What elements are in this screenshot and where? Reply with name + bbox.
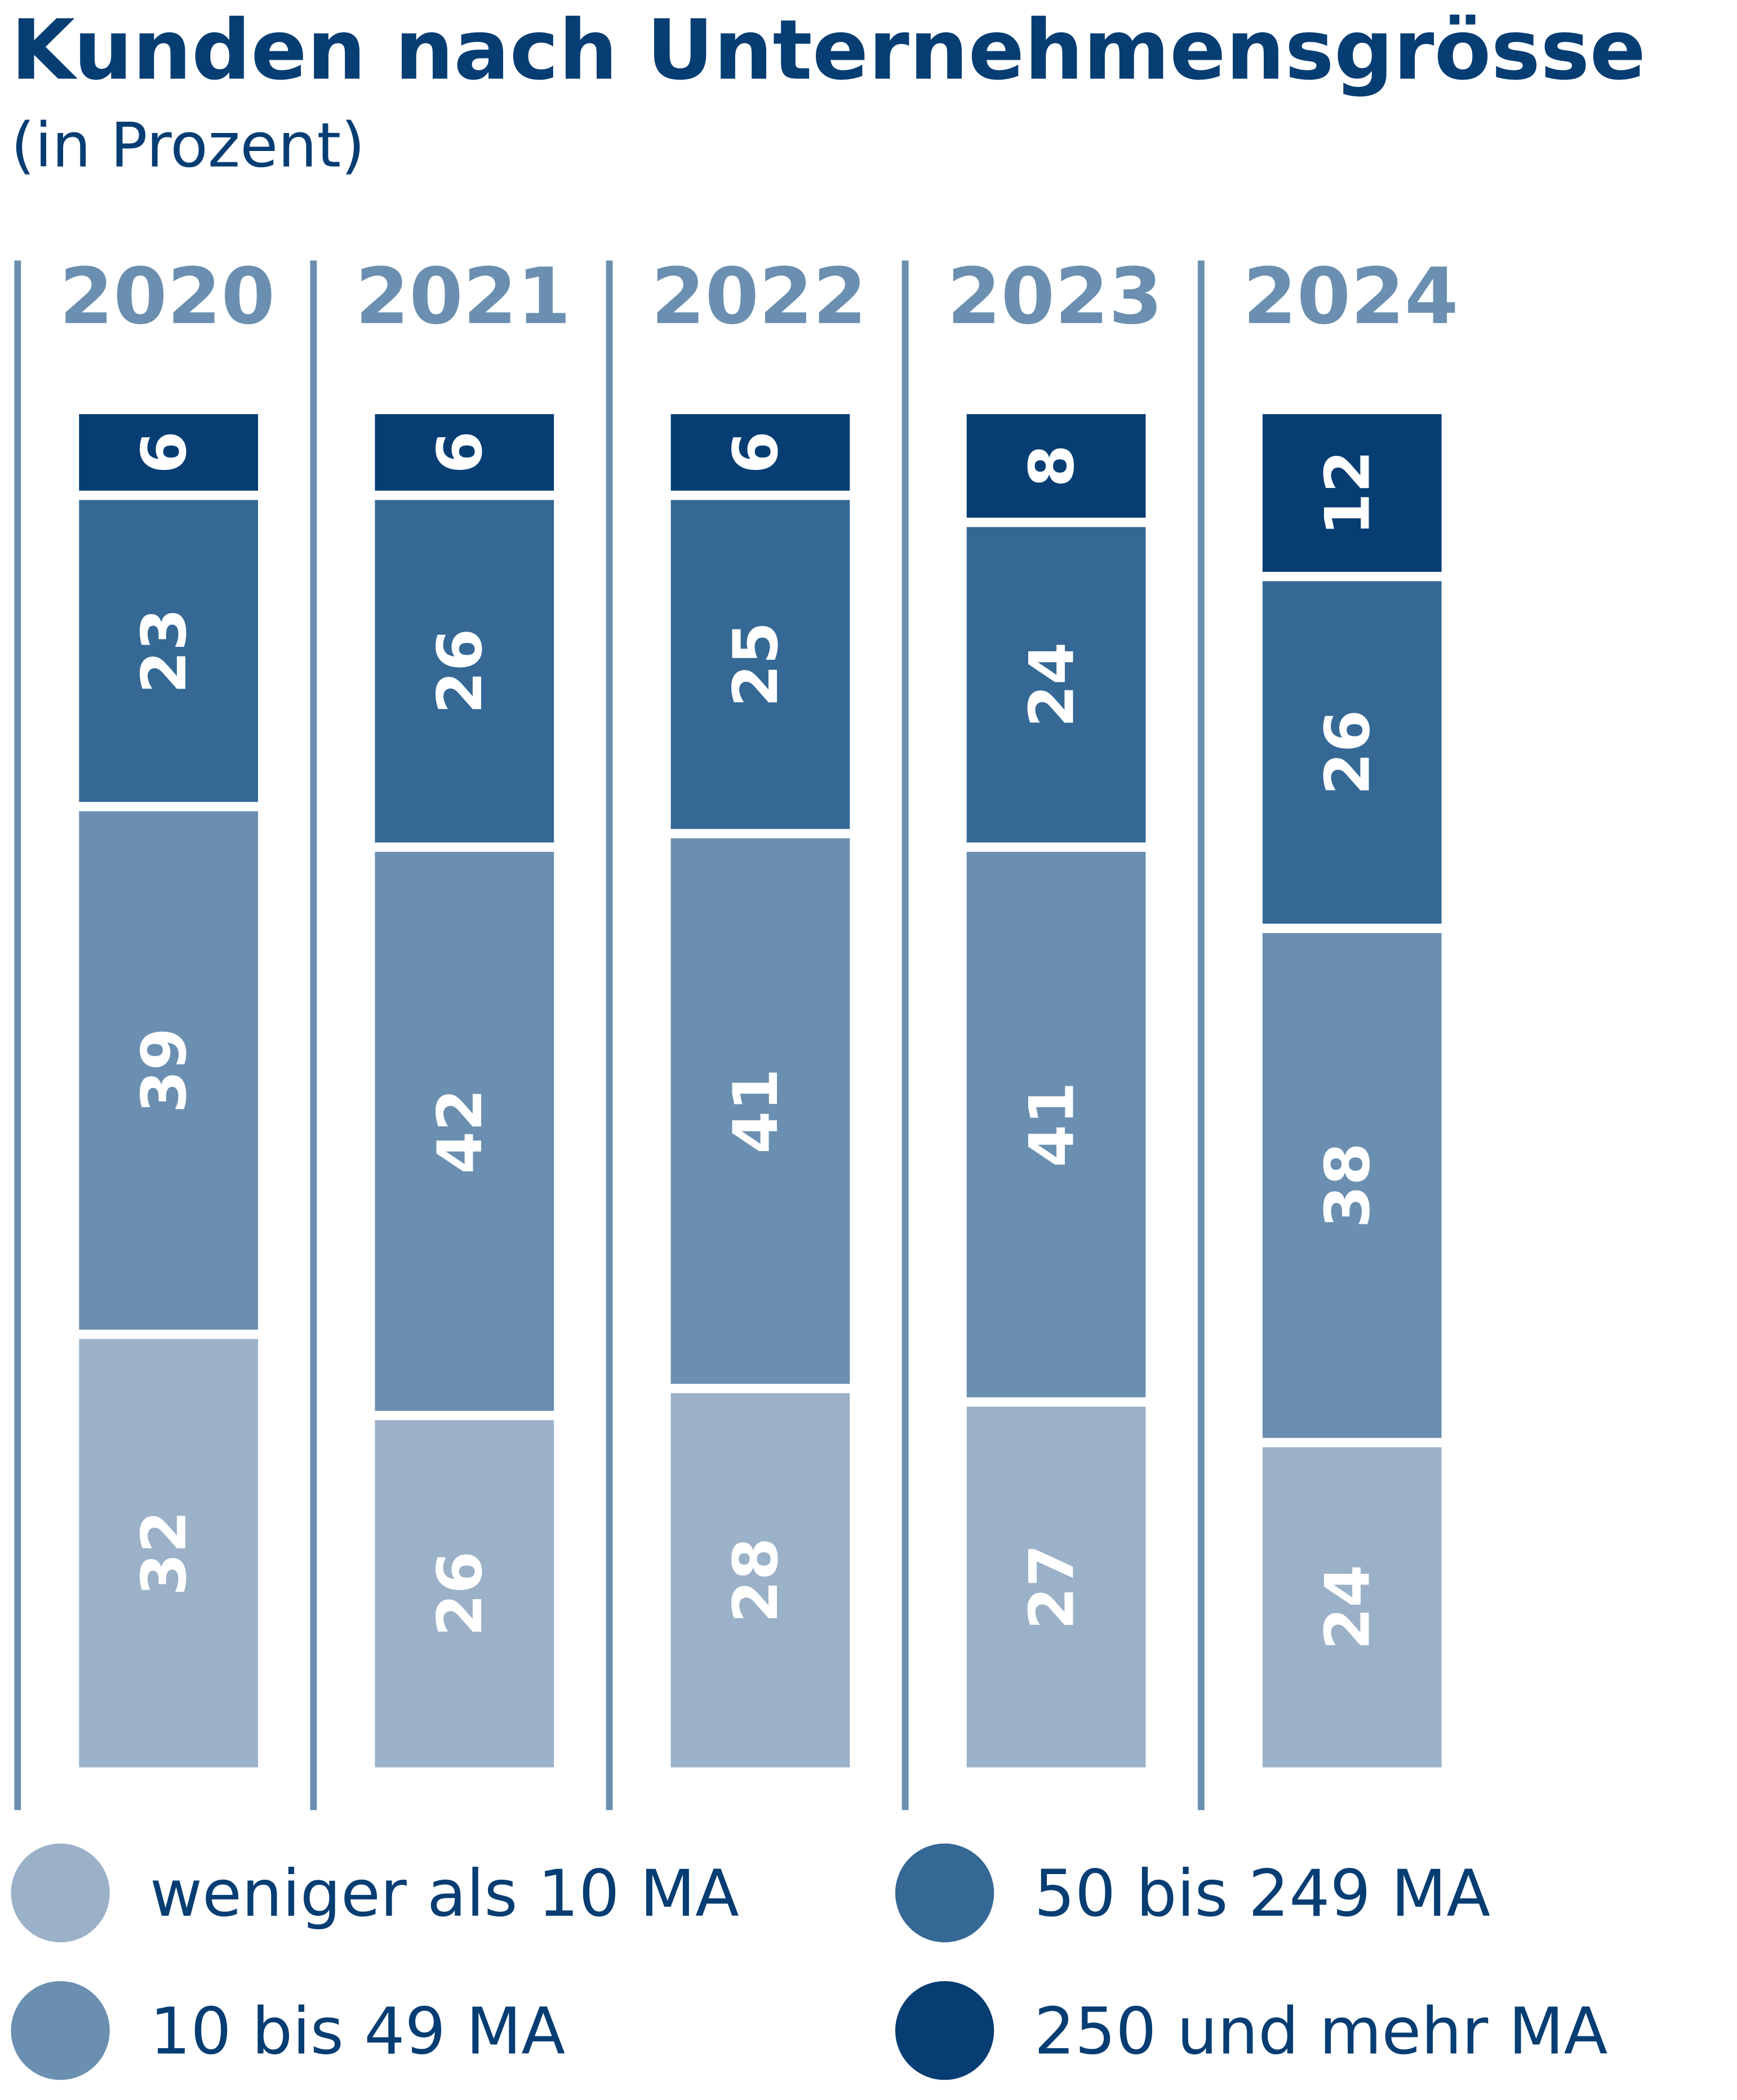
data-label: 26 [1312,710,1384,796]
data-label: 26 [424,1551,496,1637]
bar-segment [79,414,259,491]
data-label: 42 [424,1089,496,1174]
data-label: 8 [1016,445,1087,487]
bar-segment [1262,1447,1442,1768]
data-label: 27 [1016,1544,1087,1630]
data-label: 28 [720,1538,792,1623]
bar-segment [375,500,554,843]
legend-swatch [11,1843,110,1943]
x-tick-label: 2023 [947,251,1163,341]
legend-label: 50 bis 249 MA [1034,1856,1490,1931]
x-tick-label: 2021 [356,251,571,341]
data-label: 39 [128,1028,200,1113]
legend-label: 10 bis 49 MA [150,1994,565,2068]
data-label: 6 [128,431,200,474]
legend-label: 250 und mehr MA [1034,1994,1607,2068]
bar-segment [966,1406,1146,1768]
data-label: 12 [1312,450,1384,536]
bar-segment [670,1393,850,1768]
bar-segment [966,527,1146,843]
data-label: 24 [1016,642,1087,727]
bar-segment [375,1420,554,1768]
chart-title: Kunden nach Unternehmensgrösse [11,2,1646,99]
data-label: 32 [128,1511,200,1596]
data-label: 6 [424,431,496,474]
x-tick-label: 2024 [1243,251,1459,341]
data-label: 24 [1312,1565,1384,1650]
data-label: 41 [720,1068,792,1154]
chart-subtitle: (in Prozent) [11,109,365,181]
legend-swatch [11,1981,110,2080]
bar-segment [375,414,554,491]
bar-segment [670,500,850,829]
bar-segment [375,851,554,1411]
data-label: 25 [720,621,792,707]
x-tick-label: 2022 [651,251,867,341]
bar-segment [79,1339,259,1768]
data-label: 23 [128,608,200,694]
bar-segment [79,500,259,802]
data-label: 38 [1312,1143,1384,1228]
bar-segment [79,811,259,1330]
bar-segment [1262,414,1442,572]
bar-segment [670,414,850,491]
bar-segment [966,414,1146,518]
legend-swatch [895,1981,994,2080]
bar-segment [966,851,1146,1397]
bar-segment [670,838,850,1384]
bar-segment [1262,581,1442,924]
legend-label: weniger als 10 MA [150,1856,739,1931]
data-label: 6 [720,431,792,474]
data-label: 41 [1016,1082,1087,1167]
data-label: 26 [424,628,496,714]
bar-segment [1262,933,1442,1438]
x-tick-label: 2020 [59,251,275,341]
legend-swatch [895,1843,994,1943]
